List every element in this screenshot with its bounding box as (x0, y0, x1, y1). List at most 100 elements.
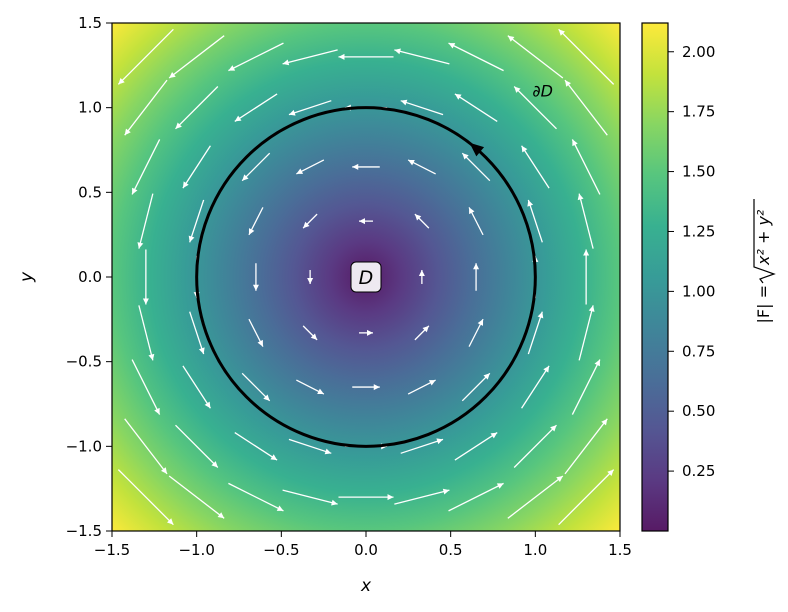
vector-arrow (296, 159, 325, 175)
vector-arrow (189, 311, 205, 355)
x-tick-label: −0.5 (263, 541, 299, 559)
vector-arrow (288, 100, 332, 116)
colorbar-tick-label: 1.00 (682, 282, 715, 300)
vector-arrow (448, 42, 504, 72)
y-tick-label: −0.5 (66, 353, 102, 371)
vector-arrow (138, 305, 155, 361)
vector-arrow (583, 249, 590, 305)
x-tick-label: 1.0 (523, 541, 547, 559)
vector-arrow (117, 28, 174, 85)
x-tick-label: 0.0 (354, 541, 378, 559)
vector-arrow (352, 384, 380, 391)
vector-arrow (234, 432, 278, 461)
vector-arrow (564, 418, 608, 475)
vector-arrow (175, 86, 219, 130)
colorbar-tick-label: 1.75 (682, 103, 715, 121)
vector-arrow (461, 152, 491, 182)
vector-arrow (124, 79, 168, 136)
vector-arrow (448, 482, 504, 512)
vector-arrow (400, 438, 444, 454)
vector-arrow (182, 365, 211, 409)
vector-arrow (578, 305, 595, 361)
vector-arrow (468, 207, 484, 236)
vector-arrow (282, 49, 338, 66)
colorbar-frame (641, 22, 669, 532)
vector-arrow (168, 35, 225, 79)
vector-arrow (414, 213, 430, 229)
vector-arrow (142, 249, 149, 305)
vector-arrow (454, 93, 498, 122)
y-tick-label: 0.5 (78, 183, 102, 201)
vector-arrow (359, 329, 373, 336)
colorbar-tick-label: 0.50 (682, 402, 715, 420)
colorbar-tick-label: 0.25 (682, 462, 715, 480)
vector-arrow (282, 489, 338, 506)
vector-arrow (513, 86, 557, 130)
y-tick-label: 1.5 (78, 14, 102, 32)
colorbar-tick-label: 2.00 (682, 43, 715, 61)
vector-arrow (571, 139, 601, 195)
colorbar-label-expr: x² + y² (754, 209, 773, 266)
vector-arrow (228, 42, 284, 72)
region-label-text: D (359, 267, 374, 289)
vector-arrow (558, 469, 615, 526)
vector-arrow (513, 424, 557, 468)
vector-arrow (252, 263, 259, 291)
vector-arrow (307, 270, 314, 284)
vector-arrow (521, 365, 550, 409)
vector-arrow (182, 145, 211, 189)
region-label: D (350, 261, 382, 293)
vector-arrow (564, 79, 608, 136)
vector-arrow (302, 325, 318, 341)
y-tick-label: 1.0 (78, 99, 102, 117)
x-axis-ticks: −1.5 −1.0 −0.5 0.0 0.5 1.0 1.5 (94, 531, 632, 559)
vector-arrow (241, 372, 271, 402)
vector-arrow (248, 207, 264, 236)
vector-arrow (137, 193, 154, 249)
vector-arrows (117, 28, 615, 526)
vector-arrow (296, 379, 325, 395)
vector-arrow (521, 145, 550, 189)
vector-arrow (454, 432, 498, 461)
vector-arrow (131, 359, 161, 415)
y-axis-label: y (17, 271, 37, 283)
vector-arrow (527, 199, 543, 243)
vector-arrow (117, 469, 174, 526)
x-axis-label: x (360, 576, 372, 596)
colorbar (642, 23, 668, 531)
y-tick-label: −1.0 (66, 437, 102, 455)
y-tick-label: −1.5 (66, 522, 102, 540)
vector-arrow (407, 159, 436, 175)
vector-arrow (338, 53, 394, 60)
vector-arrow (234, 93, 278, 122)
vector-arrow (302, 213, 318, 229)
sqrt-sign-icon (753, 199, 776, 284)
vector-arrow (288, 438, 332, 455)
vector-arrow (507, 35, 564, 79)
colorbar-label-prefix: |F| = (754, 285, 773, 323)
colorbar-tick-label: 0.75 (682, 342, 715, 360)
x-tick-label: −1.0 (178, 541, 214, 559)
vector-arrow (558, 28, 615, 85)
vector-arrow (241, 152, 271, 182)
vector-arrow (527, 311, 544, 355)
boundary-label: ∂D (532, 82, 553, 101)
vector-arrow (507, 475, 564, 519)
vector-arrow (418, 270, 425, 284)
y-tick-label: 0.0 (78, 268, 102, 286)
vector-arrow (228, 482, 284, 512)
vector-arrow (414, 325, 430, 341)
vector-arrow (131, 139, 161, 195)
colorbar-ticks: 0.25 0.50 0.75 1.00 1.25 1.50 1.75 2.00 (668, 43, 715, 480)
vector-arrow (124, 418, 168, 475)
vector-arrow (394, 488, 450, 505)
x-tick-label: 1.5 (608, 541, 632, 559)
vector-arrow (175, 424, 219, 468)
colorbar-label: |F| = x² + y² (753, 199, 776, 323)
colorbar-tick-label: 1.25 (682, 222, 715, 240)
vector-arrow (248, 318, 264, 347)
vector-arrow (188, 199, 205, 243)
vector-arrow (168, 475, 225, 519)
vector-arrow (473, 263, 480, 291)
